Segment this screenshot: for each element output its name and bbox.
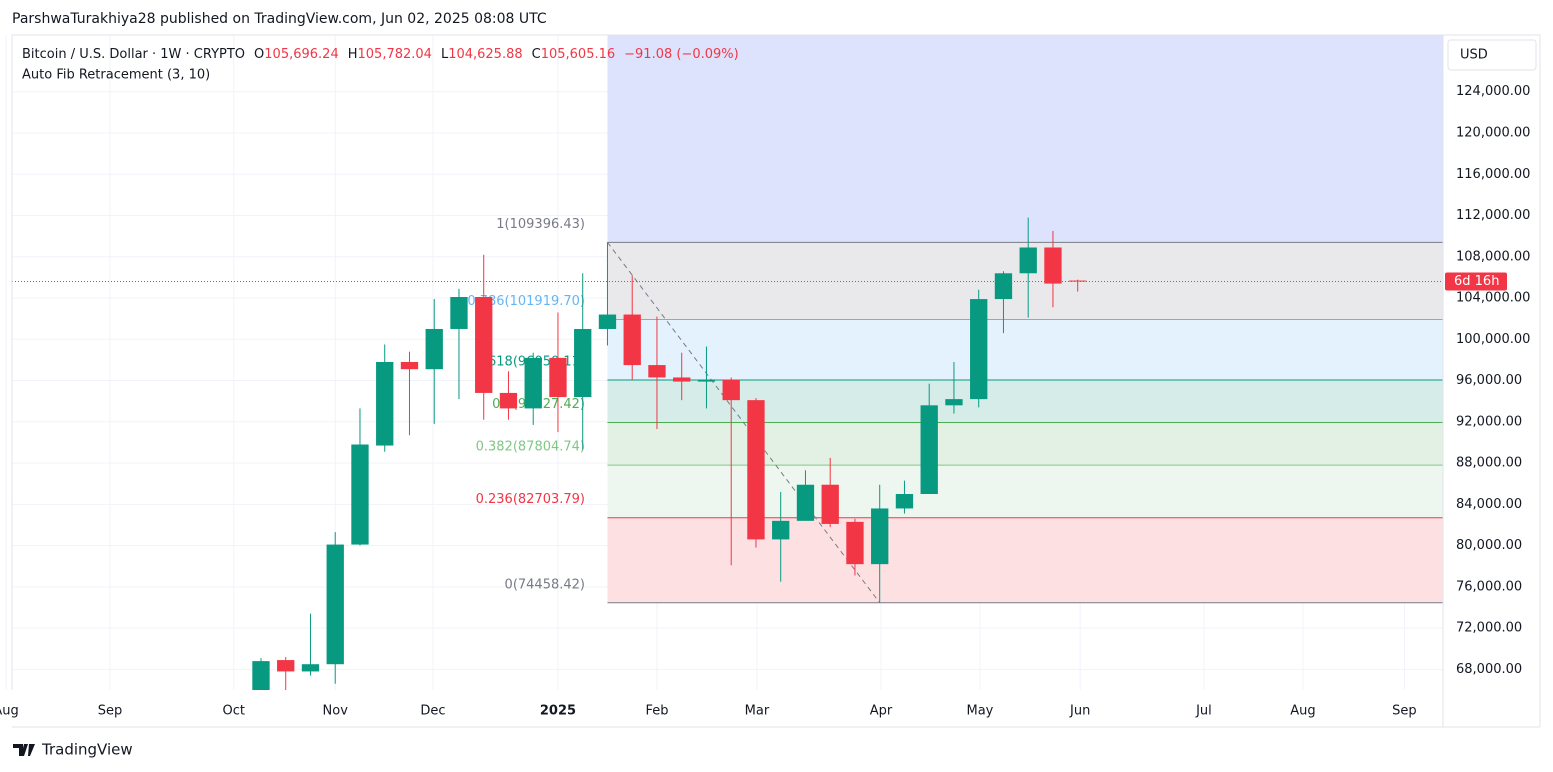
x-tick-label: Mar xyxy=(745,704,770,719)
fib-label: 0(74458.42) xyxy=(505,577,585,592)
currency[interactable]: USD xyxy=(1460,48,1488,63)
fib-zone xyxy=(607,35,1443,243)
legend-item: 105,605.16 xyxy=(541,47,615,62)
fib-zone xyxy=(607,319,1443,381)
fib-zone xyxy=(607,465,1443,518)
candle-body xyxy=(994,273,1013,300)
x-tick-label: Sep xyxy=(1392,704,1417,719)
candle-body xyxy=(450,297,468,329)
legend-item: C xyxy=(532,47,541,62)
x-tick-label: Nov xyxy=(323,704,349,719)
legend: Bitcoin / U.S. Dollar · 1W · CRYPTO O105,… xyxy=(22,47,739,62)
candle-body xyxy=(425,328,443,370)
candle-body xyxy=(846,521,864,565)
candle-body xyxy=(252,661,270,690)
fib-label: 0.382(87804.74) xyxy=(476,440,585,455)
legend-item: O xyxy=(254,47,264,62)
y-tick-label: 96,000.00 xyxy=(1456,373,1522,388)
y-tick-label: 112,000.00 xyxy=(1456,208,1530,223)
brand: TradingView xyxy=(41,741,133,759)
x-tick-label: Jun xyxy=(1069,704,1090,719)
candle-body xyxy=(574,328,592,398)
x-tick-label: Feb xyxy=(645,704,668,719)
x-tick-label: Jul xyxy=(1195,704,1212,719)
y-tick-label: 84,000.00 xyxy=(1456,497,1522,512)
price-tag xyxy=(1445,272,1507,291)
fib-zones: 1(109396.43)0.786(101919.70)0.618(96050.… xyxy=(467,35,1443,604)
x-tick-label: Aug xyxy=(1290,704,1315,719)
candle-body xyxy=(400,361,419,370)
x-tick-label: Aug xyxy=(0,704,19,719)
indicator: Auto Fib Retracement (3, 10) xyxy=(22,68,210,83)
candle-body xyxy=(301,664,320,672)
y-tick-label: 92,000.00 xyxy=(1456,414,1522,429)
candle-body xyxy=(326,544,344,665)
x-tick-label: 2025 xyxy=(540,704,576,719)
legend-item: 104,625.88 xyxy=(448,47,522,62)
fib-label: 0.236(82703.79) xyxy=(476,492,585,507)
candle-body xyxy=(1044,247,1062,284)
y-tick-label: 72,000.00 xyxy=(1456,621,1522,636)
candle-body xyxy=(376,361,394,446)
x-tick-label: Dec xyxy=(420,704,445,719)
candle-body xyxy=(722,379,740,401)
candle-body xyxy=(871,508,889,565)
candle-body xyxy=(673,377,691,382)
candle-body xyxy=(747,400,765,540)
y-tick-label: 116,000.00 xyxy=(1456,167,1530,182)
candle-body xyxy=(475,297,493,393)
candle-body xyxy=(895,494,914,509)
candle-body xyxy=(648,365,666,378)
y-tick-label: 80,000.00 xyxy=(1456,538,1522,553)
candle-body xyxy=(821,484,839,524)
y-tick-label: 120,000.00 xyxy=(1456,125,1530,140)
legend-item: H xyxy=(348,47,358,62)
axes: 68,000.00 72,000.00 76,000.00 80,000.00 84,0… xyxy=(0,84,1530,718)
candle-body xyxy=(796,484,815,521)
x-tick-label: Oct xyxy=(223,704,245,719)
candles xyxy=(12,217,1443,690)
publisher: ParshwaTurakhiya28 published on TradingV… xyxy=(12,11,547,27)
legend-item: −91.08 (−0.09%) xyxy=(624,47,739,62)
candle-body xyxy=(524,357,542,409)
legend-item: 105,782.04 xyxy=(358,47,432,62)
candle-body xyxy=(499,392,518,409)
candle-body xyxy=(970,299,988,400)
y-tick-label: 104,000.00 xyxy=(1456,291,1530,306)
candle-body xyxy=(623,314,641,366)
legend-item: Bitcoin / U.S. Dollar · 1W · CRYPTO xyxy=(22,47,245,62)
candle-body xyxy=(351,444,369,545)
y-tick-label: 124,000.00 xyxy=(1456,84,1530,99)
y-tick-label: 100,000.00 xyxy=(1456,332,1530,347)
y-tick-label: 88,000.00 xyxy=(1456,456,1522,471)
currency-box[interactable] xyxy=(1447,39,1537,71)
candle-body xyxy=(1019,247,1037,274)
candle-body xyxy=(697,379,716,382)
fib-label: 1(109396.43) xyxy=(496,217,585,232)
candle-body xyxy=(772,520,790,540)
x-tick-label: Sep xyxy=(98,704,123,719)
candle-body xyxy=(945,399,963,406)
y-tick-label: 76,000.00 xyxy=(1456,579,1522,594)
y-tick-label: 108,000.00 xyxy=(1456,249,1530,264)
legend-item: 105,696.24 xyxy=(264,47,338,62)
x-tick-label: Apr xyxy=(870,704,893,719)
x-tick-label: May xyxy=(966,704,993,719)
logo: TradingView xyxy=(13,741,133,759)
fib-zone xyxy=(607,422,1443,466)
fib-label: 0.786(101919.70) xyxy=(467,294,585,309)
y-tick-label: 68,000.00 xyxy=(1456,662,1522,677)
legend-item: L xyxy=(441,47,449,62)
countdown: 6d 16h xyxy=(1454,274,1499,289)
fib-zone xyxy=(607,517,1443,603)
candle-body xyxy=(598,314,617,329)
fib-trend-line xyxy=(607,242,881,604)
candle-body xyxy=(277,660,295,672)
candle-body xyxy=(920,405,938,495)
fib-zone xyxy=(607,380,1443,423)
candle-body xyxy=(549,357,567,398)
